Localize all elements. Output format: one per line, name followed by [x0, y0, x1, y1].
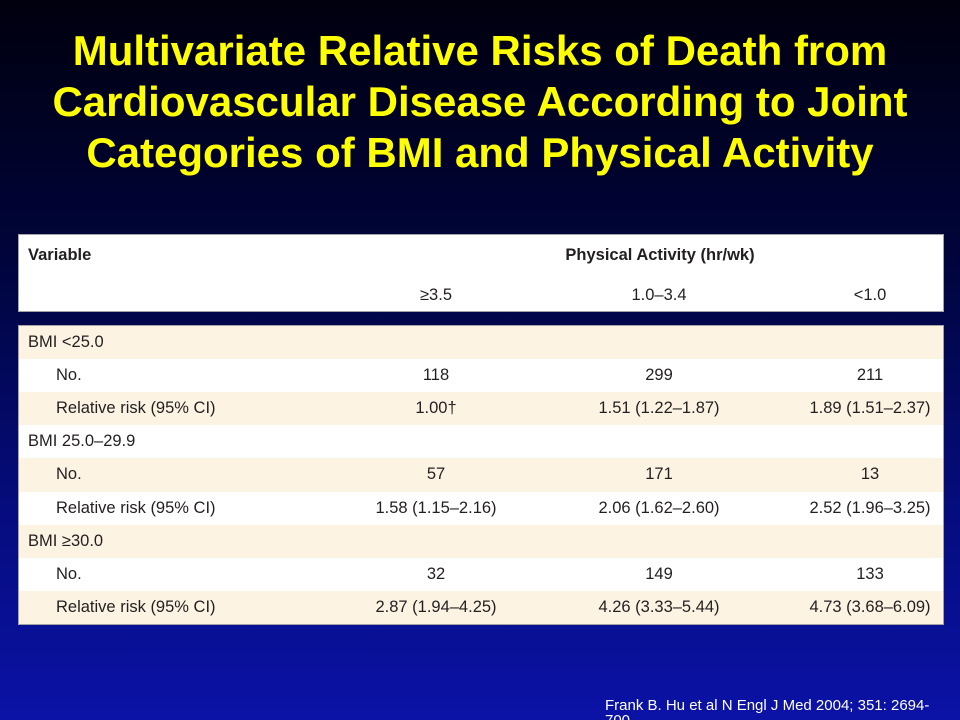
table-row: No. 57 171 13	[19, 458, 943, 492]
table-row: No. 118 299 211	[19, 359, 943, 392]
table-cell: 1.51 (1.22–1.87)	[598, 399, 720, 418]
physical-activity-group-header: Physical Activity (hr/wk)	[565, 246, 755, 264]
column-header-low-activity: <1.0	[853, 286, 887, 304]
table-cell: 4.73 (3.68–6.09)	[809, 597, 931, 616]
table-row-group-label: BMI <25.0	[19, 326, 943, 360]
row-label: Relative risk (95% CI)	[56, 399, 216, 418]
table-cell: 2.06 (1.62–2.60)	[598, 498, 720, 517]
table-row: No. 32 149 133	[19, 558, 943, 591]
row-label: Relative risk (95% CI)	[56, 597, 216, 616]
column-header-mid-activity: 1.0–3.4	[631, 286, 687, 304]
row-label: Relative risk (95% CI)	[56, 498, 216, 517]
table-cell: 13	[860, 465, 880, 484]
table-cell: 32	[426, 564, 446, 583]
table-cell: 1.89 (1.51–2.37)	[809, 399, 931, 418]
column-header-high-activity: ≥3.5	[420, 286, 452, 304]
table-header: Variable Physical Activity (hr/wk) ≥3.5 …	[18, 234, 944, 312]
table-row: Relative risk (95% CI) 1.58 (1.15–2.16) …	[19, 492, 943, 525]
table-row: Relative risk (95% CI) 1.00† 1.51 (1.22–…	[19, 392, 943, 426]
title-line-1: Multivariate Relative Risks of Death fro…	[72, 27, 888, 74]
row-group-label: BMI <25.0	[28, 333, 104, 352]
table-cell: 118	[422, 366, 450, 385]
table-cell: 133	[856, 564, 884, 583]
table-cell: 1.00†	[415, 399, 457, 418]
table-cell: 211	[856, 366, 884, 385]
slide-title: Multivariate Relative Risks of Death fro…	[0, 25, 960, 178]
table-cell: 57	[426, 465, 446, 484]
row-label: No.	[56, 465, 82, 484]
title-line-2: Cardiovascular Disease According to Join…	[52, 78, 908, 125]
table-cell: 1.58 (1.15–2.16)	[375, 498, 497, 517]
table-body: BMI <25.0 No. 118 299 211 Relative risk …	[18, 325, 944, 625]
title-line-3: Categories of BMI and Physical Activity	[86, 129, 874, 176]
table-row: Relative risk (95% CI) 2.87 (1.94–4.25) …	[19, 590, 943, 624]
row-label: No.	[56, 366, 82, 385]
row-group-label: BMI 25.0–29.9	[28, 432, 136, 451]
table-row-group-label: BMI 25.0–29.9	[19, 425, 943, 458]
variable-column-header: Variable	[28, 246, 92, 264]
citation-line-1: Frank B. Hu et al N Engl J Med 2004; 351…	[605, 697, 930, 714]
table-cell: 2.52 (1.96–3.25)	[809, 498, 931, 517]
table-cell: 2.87 (1.94–4.25)	[375, 597, 497, 616]
row-label: No.	[56, 564, 82, 583]
table-row-group-label: BMI ≥30.0	[19, 524, 943, 558]
citation-line-2: 700	[605, 713, 630, 720]
row-group-label: BMI ≥30.0	[28, 531, 104, 550]
table-cell: 171	[645, 465, 673, 484]
table-cell: 4.26 (3.33–5.44)	[598, 597, 720, 616]
table-cell: 299	[645, 366, 673, 385]
table-cell: 149	[645, 564, 673, 583]
